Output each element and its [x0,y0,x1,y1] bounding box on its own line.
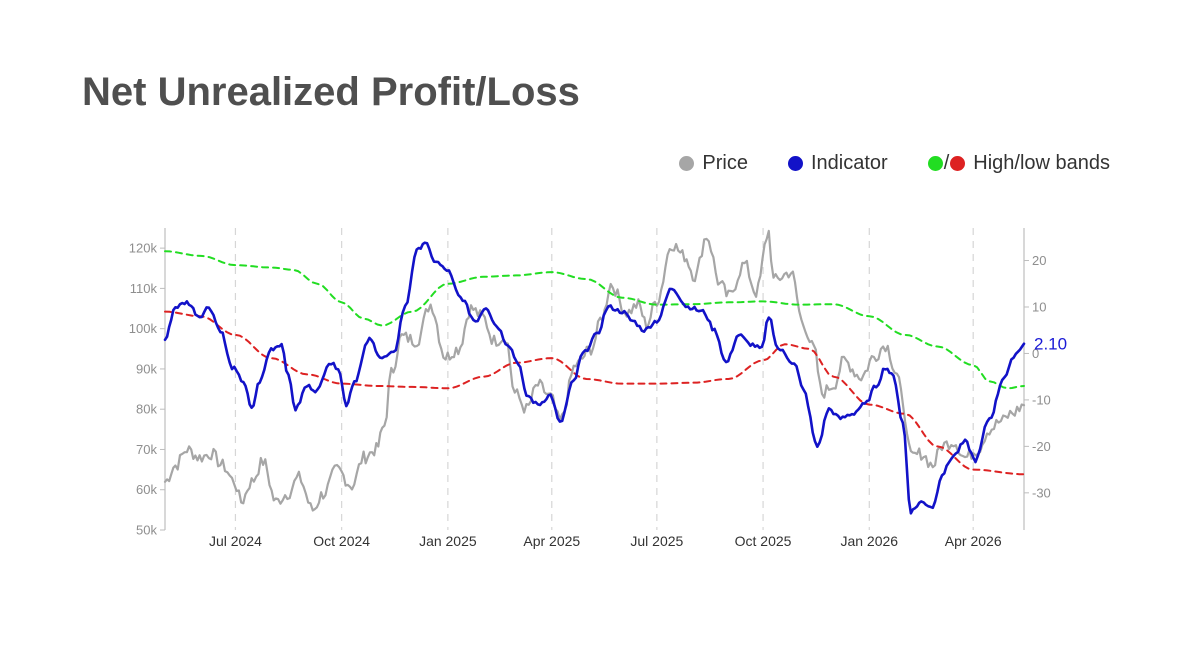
legend-item-price[interactable]: Price [679,152,748,175]
right-tick-label: -10 [1032,392,1051,407]
right-tick-label: -20 [1032,439,1051,454]
left-tick-label: 70k [136,442,157,457]
left-axis-ticks: 50k 60k 70k 80k 90k 100k 110k 120k [129,241,165,538]
page-title: Net Unrealized Profit/Loss [82,70,580,114]
legend-item-bands[interactable]: / High/low bands [927,152,1110,175]
last-value-label-group: 2.10 [1034,335,1067,354]
left-tick-label: 90k [136,361,157,376]
series-lines [163,229,1026,515]
x-tick-label: Oct 2024 [313,533,370,549]
right-tick-label: 20 [1032,253,1046,268]
legend-slash: / [943,152,950,174]
left-tick-label: 50k [136,523,157,538]
legend-label-indicator: Indicator [810,152,888,174]
x-tick-label: Jan 2026 [840,533,898,549]
left-tick-label: 60k [136,482,157,497]
legend-item-indicator[interactable]: Indicator [787,152,888,175]
right-axis-ticks: -30 -20 -10 0 10 20 [1024,253,1051,500]
x-tick-label: Oct 2025 [735,533,792,549]
vertical-grid [234,228,974,530]
indicator-dot-icon [787,156,803,171]
right-tick-label: 0 [1032,346,1039,361]
left-tick-label: 120k [129,241,158,256]
legend-label-price: Price [702,152,748,174]
left-tick-label: 80k [136,402,157,417]
left-tick-label: 100k [129,321,158,336]
price-dot-icon [679,156,695,171]
high-band-line [164,250,1025,390]
price-line [163,229,1026,512]
x-tick-label: Jan 2025 [419,533,477,549]
high-band-dot-icon [927,156,943,171]
right-tick-label: -30 [1032,485,1051,500]
low-band-dot-icon [950,156,966,171]
indicator-line [163,241,1026,515]
x-tick-label: Apr 2025 [523,533,580,549]
left-tick-label: 110k [130,281,158,296]
x-tick-label: Jul 2025 [630,533,683,549]
last-value-label: 2.10 [1034,335,1067,354]
x-axis-ticks: Jul 2024 Oct 2024 Jan 2025 Apr 2025 Jul 2025… [209,533,1002,549]
legend-label-bands: High/low bands [973,152,1110,174]
axes [164,228,1025,530]
x-tick-label: Apr 2026 [945,533,1002,549]
low-band-line [164,310,1025,476]
chart-legend: Price Indicator / High/low bands [679,152,1110,175]
x-tick-label: Jul 2024 [209,533,262,549]
right-tick-label: 10 [1032,299,1046,314]
